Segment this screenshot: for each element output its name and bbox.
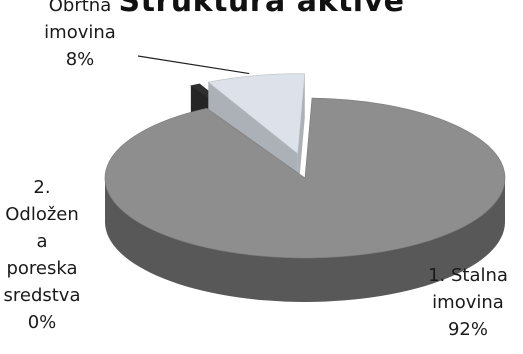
slice-1-top — [104, 97, 506, 259]
label-stalna-value: 92% — [447, 319, 488, 340]
label-obrtna-value: 8% — [65, 49, 95, 70]
slice-3-wall-2 — [297, 73, 305, 198]
label-odlozena-line-4: poreska — [6, 258, 78, 279]
label-obrtna-line-1: Obrtna — [48, 0, 112, 16]
label-odlozena-poreska-sredstva: 2. Odložen a poreska sredstva 0% — [2, 174, 82, 336]
label-odlozena-line-2: Odložen — [5, 204, 79, 225]
label-stalna-line-2: imovina — [432, 292, 504, 313]
label-odlozena-value: 0% — [27, 312, 57, 333]
slice-3-top — [207, 73, 306, 155]
chart-title: Struktura aktive — [118, 0, 405, 19]
label-stalna-imovina: 1. Stalna imovina 92% — [418, 262, 518, 343]
slice-1 — [104, 97, 506, 302]
label-odlozena-line-3: a — [36, 231, 48, 252]
label-odlozena-line-5: sredstva — [3, 285, 81, 306]
label-stalna-line-1: 1. Stalna — [428, 265, 508, 286]
label-odlozena-line-1: 2. — [33, 177, 51, 198]
label-obrtna-line-2: imovina — [44, 22, 116, 43]
label-obrtna-imovina: Obrtna imovina 8% — [24, 0, 136, 73]
slice-1-rim — [105, 178, 505, 302]
leader-line-obrtna — [137, 55, 250, 75]
